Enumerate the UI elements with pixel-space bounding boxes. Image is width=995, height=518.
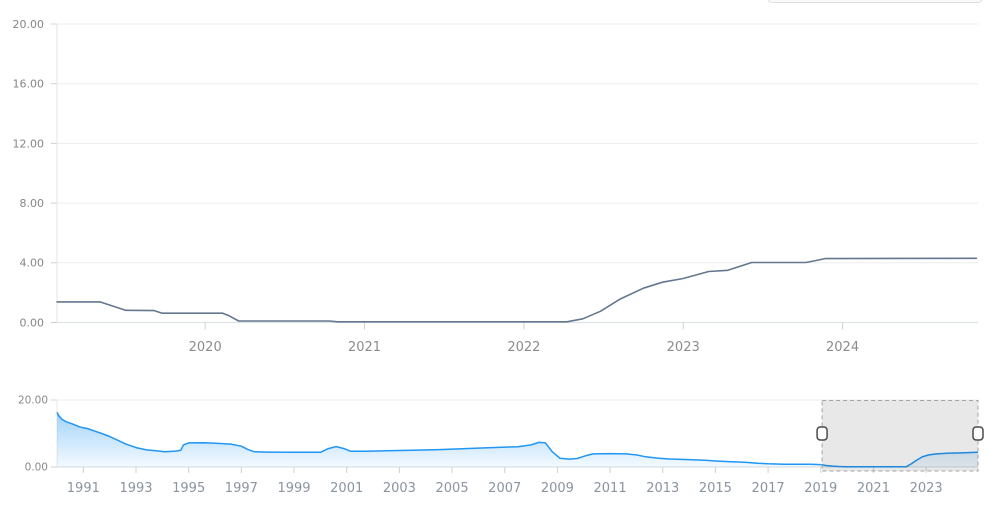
main-y-axis-label: 0.00 (20, 316, 45, 329)
main-x-axis-label: 2020 (189, 340, 222, 355)
nav-area-fill (57, 412, 978, 467)
nav-x-axis-label: 2007 (488, 481, 521, 496)
nav-x-axis-label: 1991 (67, 481, 100, 496)
main-x-axis-label: 2022 (507, 340, 540, 355)
nav-x-axis-label: 2005 (436, 481, 469, 496)
nav-x-axis-label: 1995 (172, 481, 205, 496)
nav-x-axis-label: 1999 (277, 481, 310, 496)
navigator-chart[interactable]: 0.00 20.00 1991 1993 1995 1997 1999 2001 2003 200… (18, 395, 984, 496)
nav-y-axis-label: 0.00 (25, 462, 48, 474)
main-x-axis-label: 2023 (667, 340, 700, 355)
nav-x-axis-label: 2015 (699, 481, 732, 496)
nav-x-axis-label: 2019 (804, 481, 837, 496)
nav-x-axis-label: 2011 (594, 481, 627, 496)
nav-x-axis-label: 2001 (330, 481, 363, 496)
main-y-axis-label: 20.00 (13, 18, 45, 31)
nav-y-axis-label: 20.00 (18, 395, 48, 407)
navigator-handle-left[interactable] (816, 426, 828, 441)
main-x-axis-label: 2021 (348, 340, 381, 355)
main-y-axis-label: 4.00 (20, 257, 45, 270)
navigator-handle-right[interactable] (972, 426, 984, 441)
nav-x-axis-label: 1997 (225, 481, 258, 496)
main-x-axis-label: 2024 (826, 340, 859, 355)
main-y-axis-label: 16.00 (13, 78, 45, 91)
main-chart: 0.00 4.00 8.00 12.00 16.00 20.00 2020 2021 2022 2… (13, 18, 978, 355)
nav-series-line (56, 412, 979, 468)
nav-x-axis-label: 2013 (646, 481, 679, 496)
nav-x-axis-label: 1993 (119, 481, 152, 496)
nav-x-axis-label: 2009 (541, 481, 574, 496)
navigator-selected-range[interactable] (822, 400, 978, 472)
nav-x-axis-label: 2003 (383, 481, 416, 496)
main-y-axis-label: 8.00 (20, 197, 45, 210)
nav-x-axis-label: 2017 (752, 481, 785, 496)
nav-x-axis-label: 2023 (910, 481, 943, 496)
main-y-axis-label: 12.00 (13, 137, 45, 150)
main-series-line (56, 257, 978, 323)
nav-x-axis-label: 2021 (857, 481, 890, 496)
